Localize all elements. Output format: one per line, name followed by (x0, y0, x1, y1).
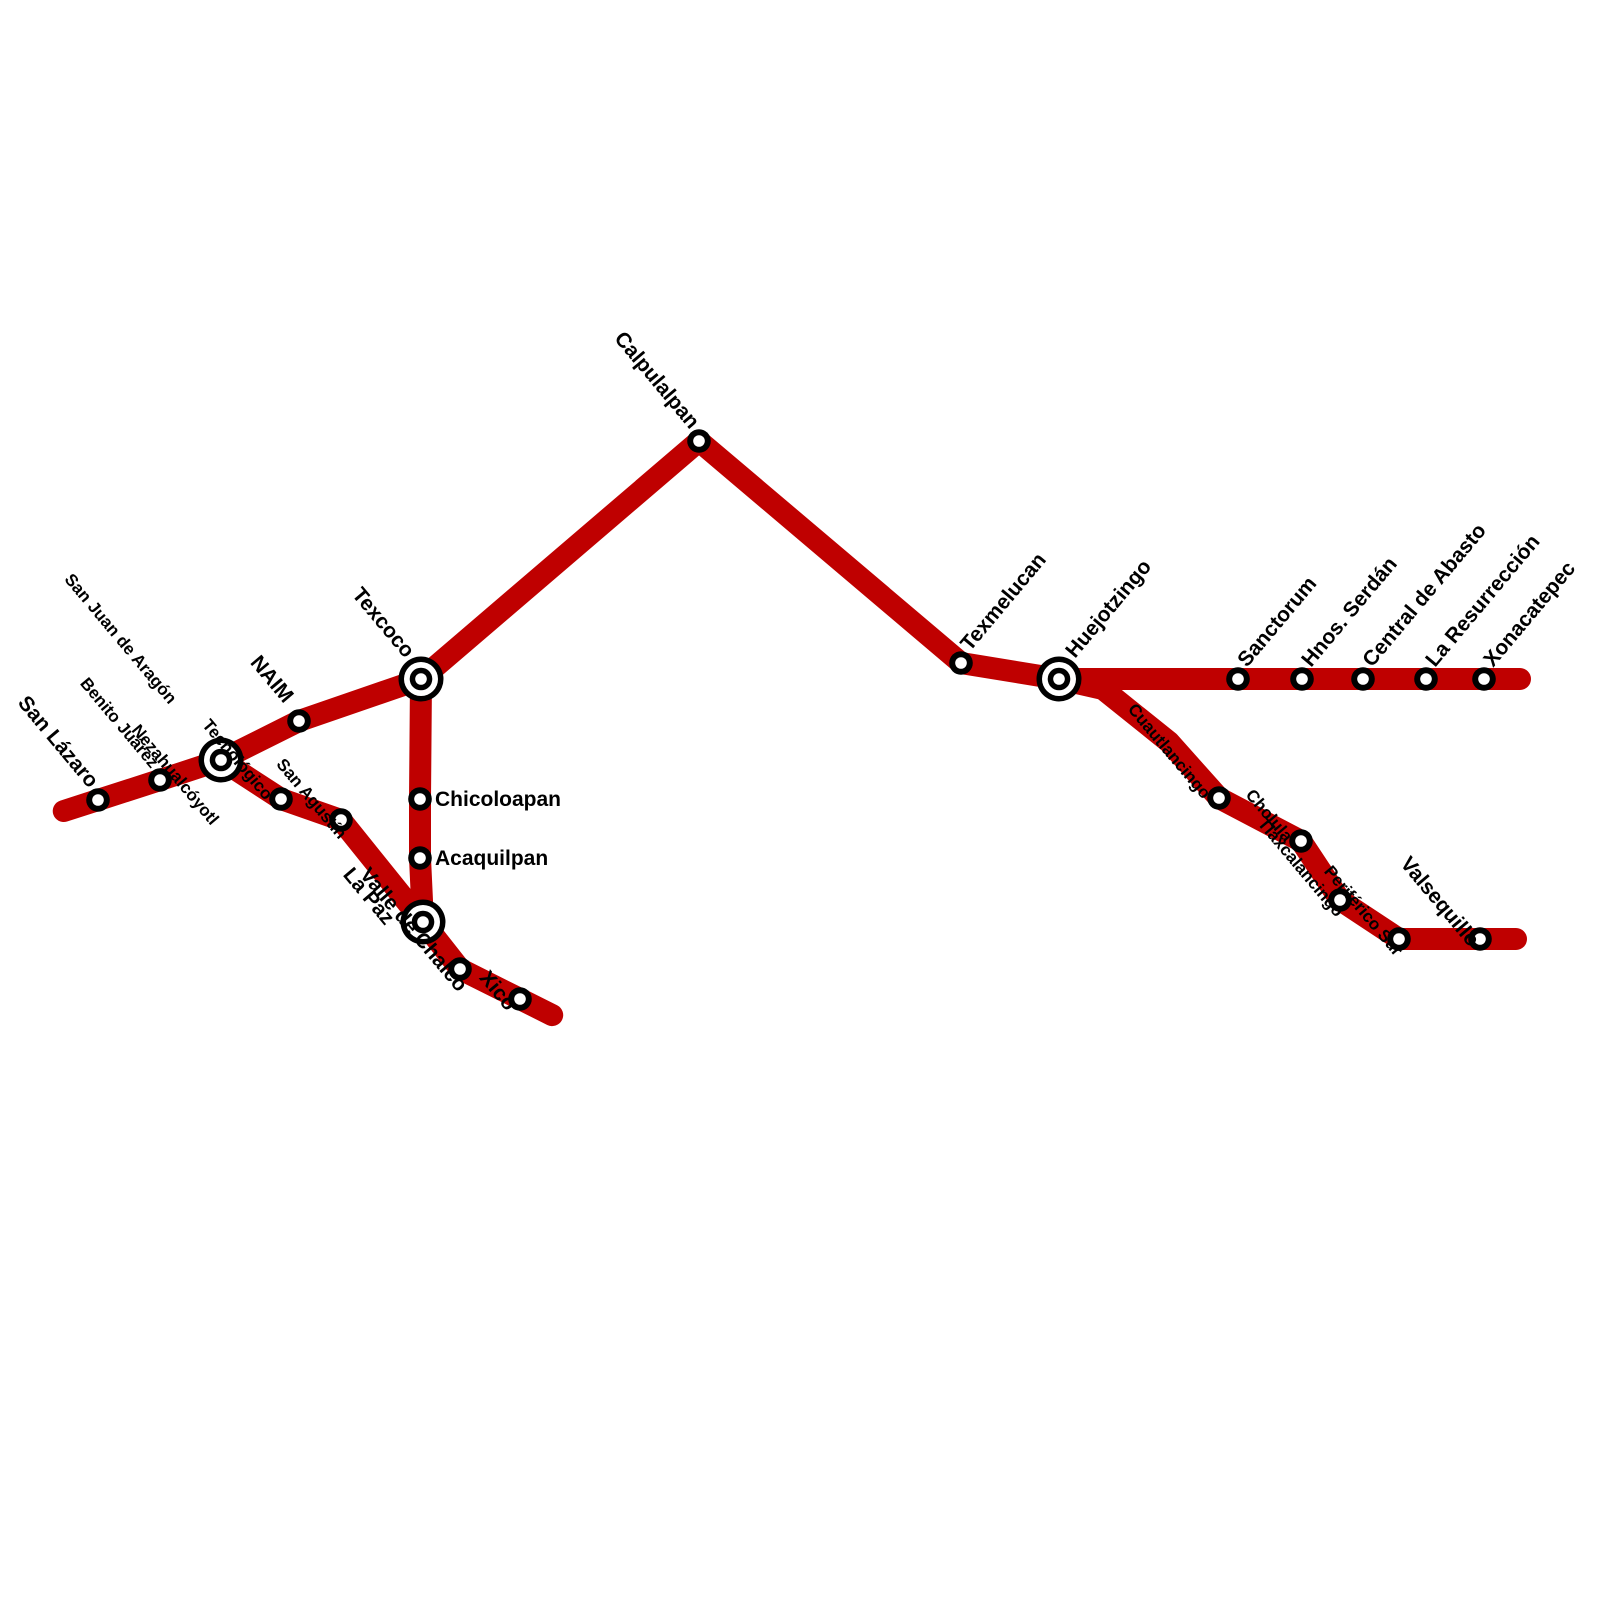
svg-text:NAIM: NAIM (246, 651, 298, 707)
svg-text:Acaquilpan: Acaquilpan (435, 847, 548, 870)
svg-text:Chicoloapan: Chicoloapan (435, 788, 561, 811)
svg-text:Calpulalpan: Calpulalpan (610, 327, 704, 433)
svg-text:Huejotzingo: Huejotzingo (1061, 555, 1156, 662)
svg-text:Cuautlancingo: Cuautlancingo (1124, 700, 1214, 803)
svg-text:San Lázaro: San Lázaro (13, 692, 103, 793)
svg-text:Texcoco: Texcoco (347, 583, 418, 662)
svg-text:Texmelucan: Texmelucan (956, 549, 1051, 656)
